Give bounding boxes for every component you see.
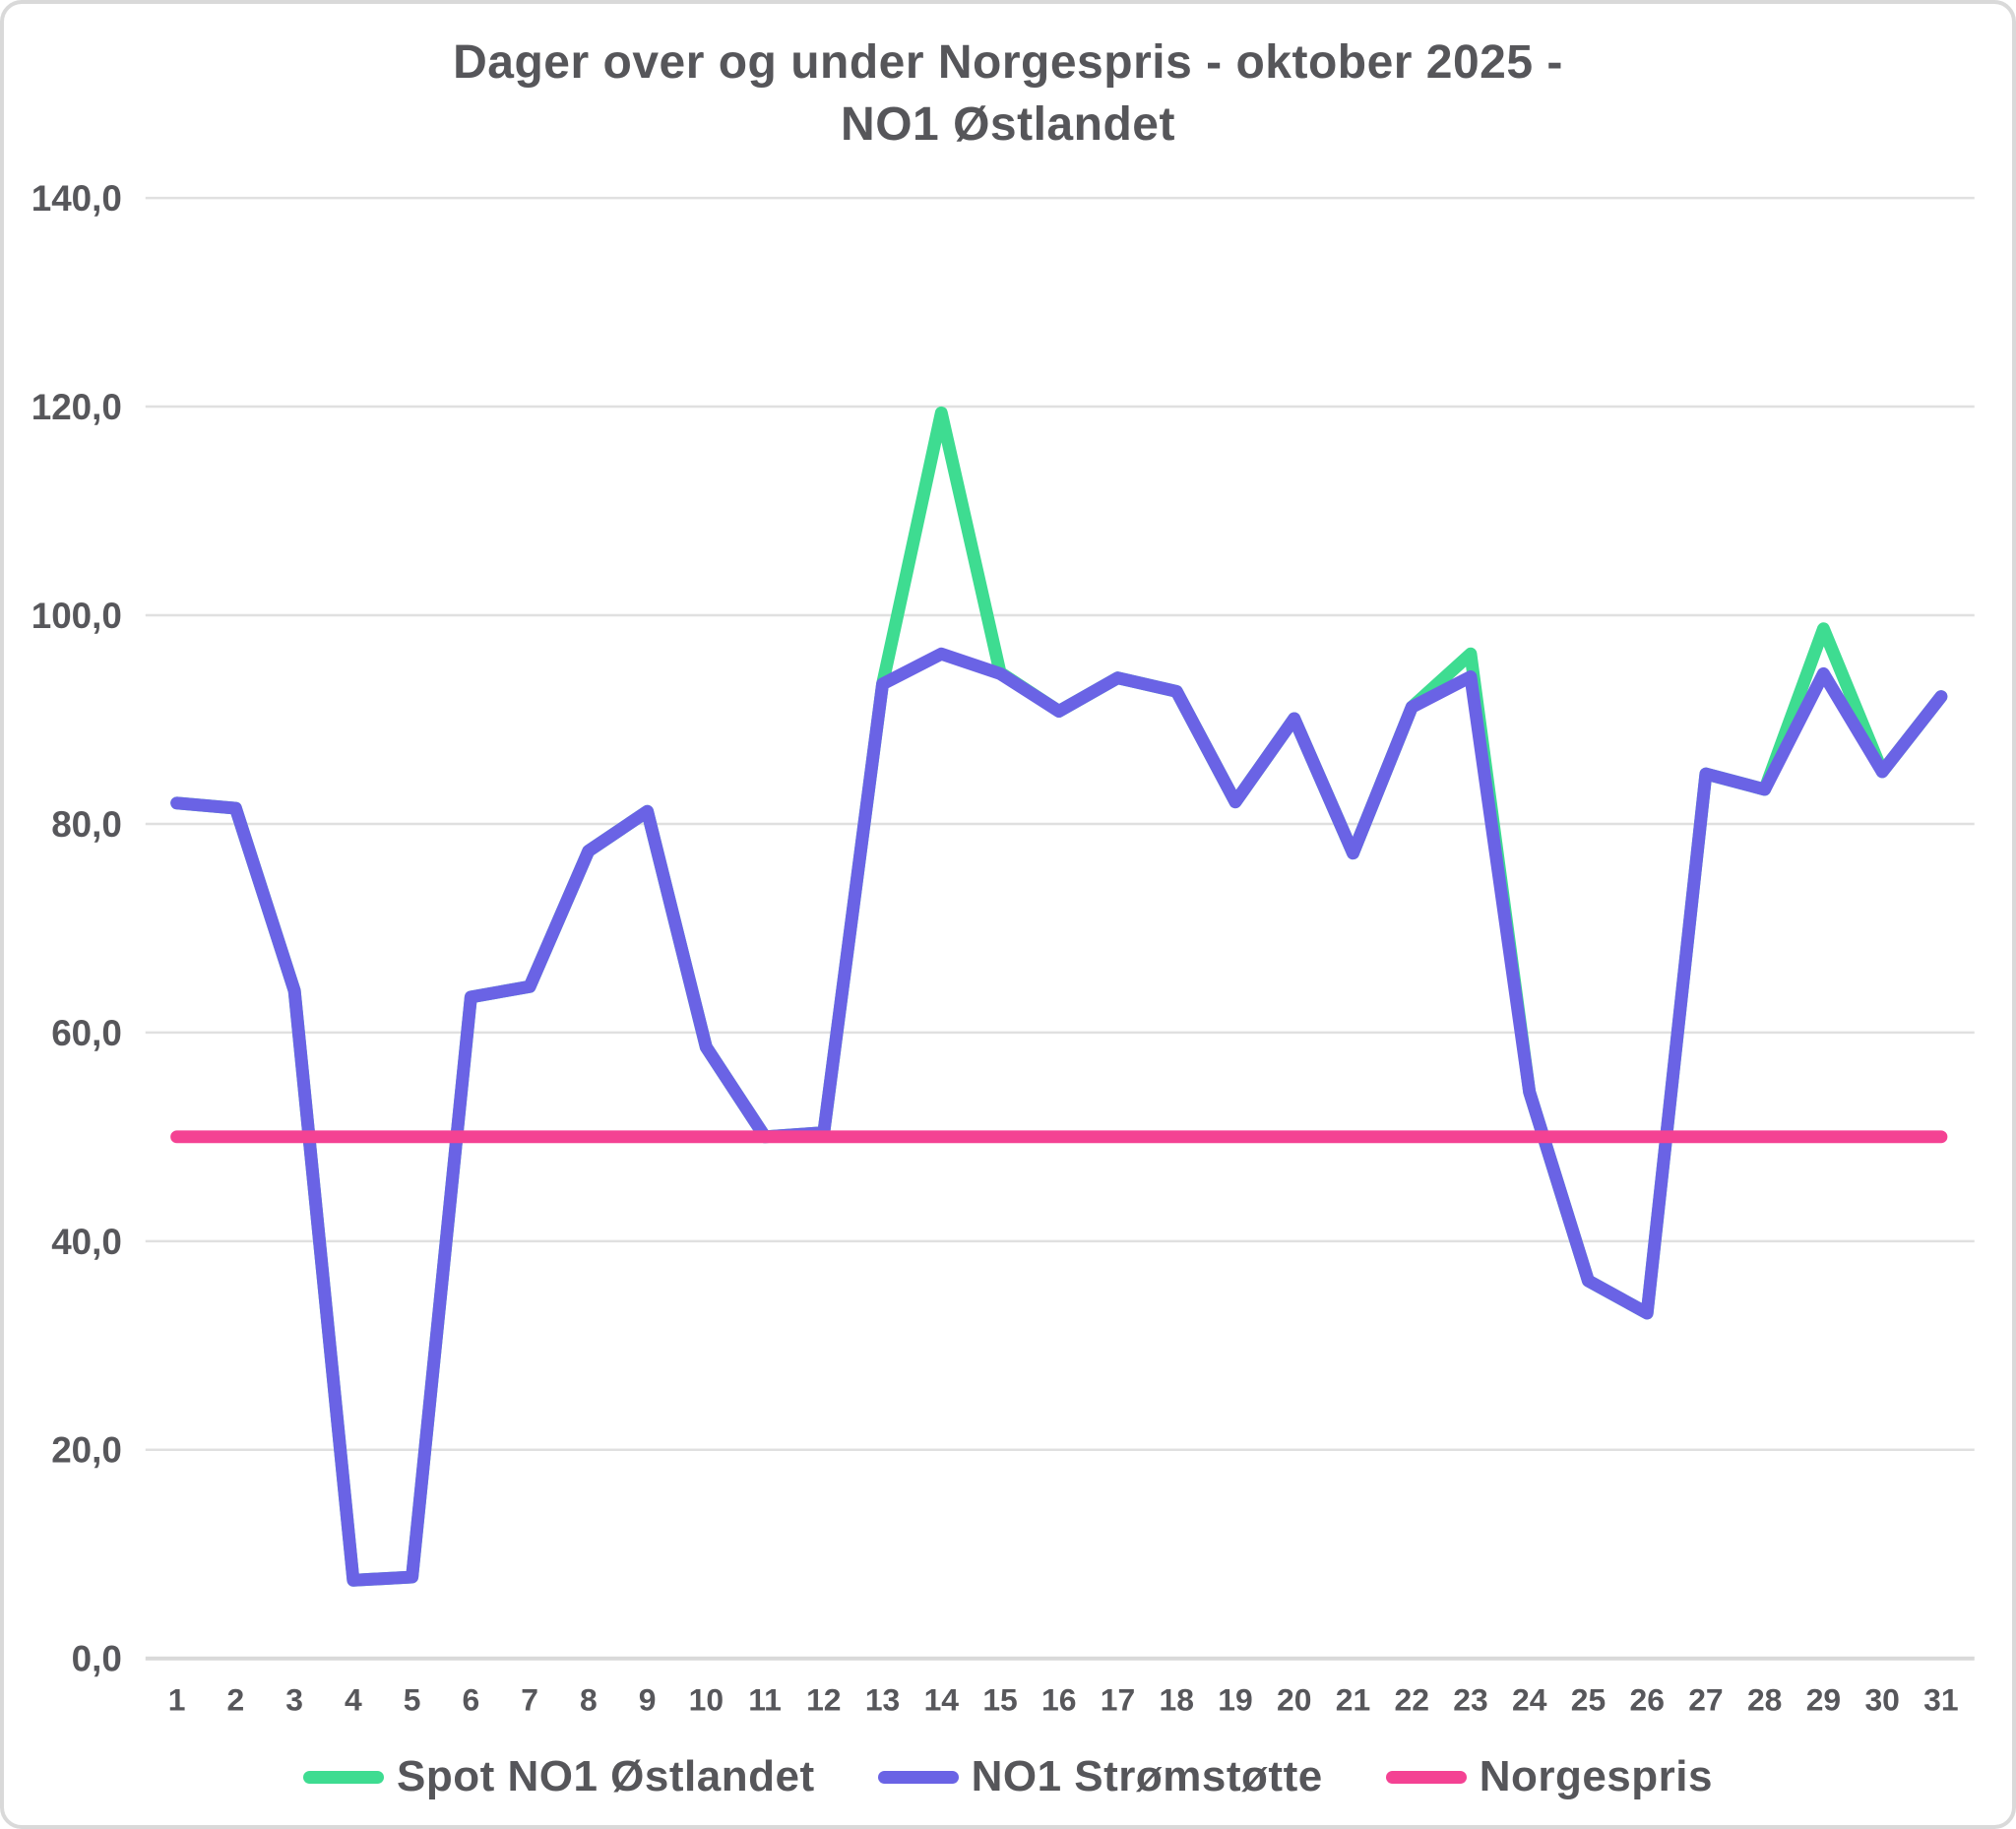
legend-swatch-norgespris (1385, 1770, 1467, 1784)
x-tick-label: 29 (1806, 1682, 1841, 1718)
y-tick-label: 140,0 (32, 178, 122, 219)
x-tick-label: 9 (639, 1682, 657, 1718)
legend-label-norgespris: Norgespris (1479, 1752, 1713, 1800)
x-tick-label: 7 (521, 1682, 538, 1718)
series-stromstotte-line (170, 647, 1948, 1587)
x-tick-label: 5 (404, 1682, 421, 1718)
x-tick-label: 31 (1923, 1682, 1958, 1718)
x-tick-label: 18 (1160, 1682, 1194, 1718)
y-axis-labels: 0,0 20,0 40,0 60,0 80,0 100,0 120,0 140,0 (32, 178, 122, 1679)
legend-item-norgespris: Norgespris (1385, 1752, 1713, 1801)
chart-title-line1: Dager over og under Norgespris - oktober… (453, 36, 1563, 89)
legend-item-stromstotte: NO1 Strømstøtte (877, 1752, 1323, 1801)
legend-label-stromstotte: NO1 Strømstøtte (971, 1752, 1323, 1800)
y-tick-label: 40,0 (51, 1222, 122, 1262)
x-tick-label: 3 (285, 1682, 303, 1718)
x-tick-label: 21 (1336, 1682, 1370, 1718)
x-tick-label: 16 (1041, 1682, 1076, 1718)
x-tick-label: 26 (1629, 1682, 1664, 1718)
y-tick-label: 60,0 (51, 1013, 122, 1053)
x-tick-label: 15 (982, 1682, 1017, 1718)
x-tick-label: 2 (227, 1682, 245, 1718)
x-tick-label: 27 (1688, 1682, 1723, 1718)
x-tick-label: 24 (1512, 1682, 1547, 1718)
x-tick-label: 25 (1571, 1682, 1606, 1718)
legend-swatch-stromstotte (877, 1770, 959, 1784)
y-tick-label: 20,0 (51, 1430, 122, 1471)
x-tick-label: 19 (1218, 1682, 1252, 1718)
x-tick-label: 8 (580, 1682, 598, 1718)
y-tick-label: 120,0 (32, 387, 122, 427)
x-tick-label: 22 (1395, 1682, 1429, 1718)
x-tick-label: 4 (345, 1682, 362, 1718)
x-tick-label: 13 (865, 1682, 900, 1718)
legend-swatch-spot (303, 1770, 384, 1784)
x-tick-label: 12 (806, 1682, 841, 1718)
y-tick-label: 80,0 (51, 804, 122, 845)
y-tick-label: 0,0 (72, 1639, 122, 1679)
x-tick-label: 20 (1277, 1682, 1311, 1718)
legend: Spot NO1 Østlandet NO1 Strømstøtte Norge… (4, 1744, 2012, 1809)
legend-label-spot: Spot NO1 Østlandet (397, 1752, 815, 1800)
x-tick-label: 10 (689, 1682, 724, 1718)
x-axis-labels: 1 2 3 4 5 6 7 8 9 10 11 12 13 14 15 16 17 18 19 20 21 22 23 24 2… (168, 1682, 1959, 1718)
x-tick-label: 14 (924, 1682, 960, 1718)
x-tick-label: 28 (1747, 1682, 1782, 1718)
x-tick-label: 17 (1101, 1682, 1135, 1718)
y-tick-label: 100,0 (32, 596, 122, 636)
x-tick-label: 11 (748, 1682, 782, 1718)
x-tick-label: 23 (1453, 1682, 1487, 1718)
chart-title: Dager over og under Norgespris - oktober… (4, 32, 2012, 156)
x-tick-label: 1 (168, 1682, 186, 1718)
x-tick-label: 30 (1864, 1682, 1899, 1718)
x-tick-label: 6 (463, 1682, 480, 1718)
legend-item-spot: Spot NO1 Østlandet (303, 1752, 815, 1801)
chart-title-line2: NO1 Østlandet (841, 98, 1175, 151)
